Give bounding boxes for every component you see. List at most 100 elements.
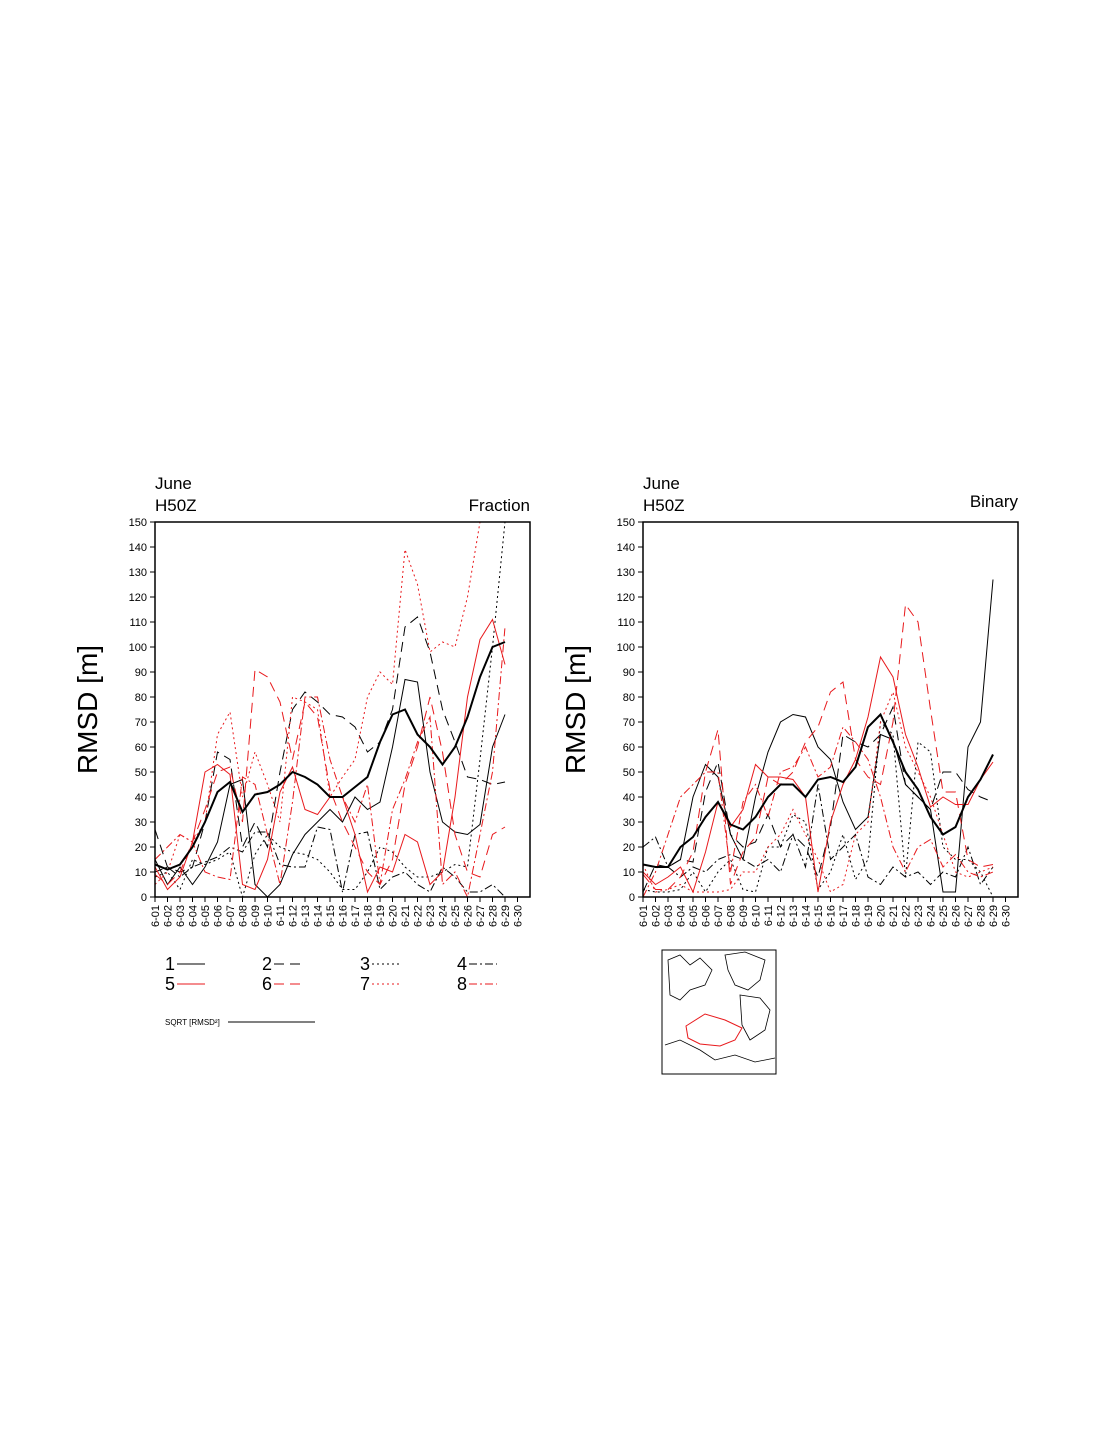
x-tick-label: 6-17 [838,905,850,927]
y-tick-label: 110 [129,617,147,629]
legend-label: SQRT [RMSD²] [165,1018,220,1027]
y-tick-label: 100 [129,642,147,654]
y-tick-label: 70 [135,717,147,729]
x-tick-label: 6-15 [325,905,337,927]
series-line [155,826,506,897]
series-line [155,522,481,885]
x-tick-label: 6-29 [988,905,1000,927]
x-tick-label: 6-07 [713,905,725,927]
x-tick-label: 6-20 [876,905,888,927]
series-line [643,705,994,893]
x-tick-label: 6-04 [188,905,200,927]
x-tick-label: 6-05 [200,905,212,927]
x-tick-label: 6-21 [400,905,412,927]
y-tick-label: 140 [129,542,147,554]
y-axis-label: RMSD [m] [72,645,103,774]
x-tick-label: 6-21 [888,905,900,927]
legend-label: 7 [360,974,370,994]
subtitle: H50Z [643,496,685,515]
x-tick-label: 6-28 [976,905,988,927]
y-tick-label: 30 [623,817,635,829]
y-tick-label: 60 [135,742,147,754]
x-tick-label: 6-19 [375,905,387,927]
y-tick-label: 20 [135,842,147,854]
series-line [155,678,506,897]
x-tick-label: 6-18 [363,905,375,927]
y-tick-label: 60 [623,742,635,754]
y-tick-label: 80 [135,692,147,704]
x-tick-label: 6-11 [763,905,775,926]
series-line [643,579,994,893]
plot-frame [642,521,1019,898]
y-tick-label: 150 [129,517,147,529]
y-tick-label: 0 [629,892,635,904]
series-line [643,784,994,886]
x-tick-label: 6-20 [388,905,400,927]
y-tick-label: 90 [623,667,635,679]
x-tick-label: 6-24 [926,905,938,927]
x-tick-label: 6-19 [863,905,875,927]
x-tick-label: 6-02 [651,905,663,927]
y-tick-label: 10 [135,867,147,879]
legend-label: 8 [457,974,467,994]
x-tick-label: 6-01 [150,905,162,927]
series-line [155,618,506,894]
series-line [643,725,994,897]
y-tick-label: 110 [617,617,635,629]
x-tick-label: 6-11 [275,905,287,926]
y-tick-label: 0 [141,892,147,904]
x-tick-label: 6-15 [813,905,825,927]
x-tick-label: 6-16 [826,905,838,927]
x-tick-label: 6-06 [213,905,225,927]
x-tick-label: 6-17 [350,905,362,927]
y-tick-label: 120 [129,592,147,604]
x-tick-label: 6-25 [938,905,950,927]
y-tick-label: 30 [135,817,147,829]
y-tick-label: 80 [623,692,635,704]
y-tick-label: 150 [617,517,635,529]
legend-label: 5 [165,974,175,994]
series-group [643,579,994,897]
series-line [155,641,506,871]
x-tick-label: 6-01 [638,905,650,927]
x-tick-label: 6-23 [913,905,925,927]
x-tick-label: 6-26 [951,905,963,927]
y-tick-label: 70 [623,717,635,729]
x-tick-label: 6-25 [450,905,462,927]
y-tick-label: 140 [617,542,635,554]
x-tick-label: 6-08 [726,905,738,927]
x-tick-label: 6-28 [488,905,500,927]
legend-label: 6 [262,974,272,994]
series-group [155,522,506,897]
x-tick-label: 6-03 [663,905,675,927]
y-tick-label: 50 [623,767,635,779]
y-tick-label: 120 [617,592,635,604]
title: June [643,474,680,493]
x-tick-label: 6-27 [963,905,975,927]
x-tick-label: 6-30 [513,905,525,927]
x-tick-label: 6-27 [475,905,487,927]
x-tick-label: 6-03 [175,905,187,927]
series-line [155,616,506,873]
x-tick-label: 6-16 [338,905,350,927]
x-tick-label: 6-13 [788,905,800,927]
x-tick-label: 6-13 [300,905,312,927]
x-tick-label: 6-05 [688,905,700,927]
x-tick-label: 6-14 [801,905,813,927]
y-tick-label: 40 [135,792,147,804]
x-tick-label: 6-22 [413,905,425,927]
x-tick-label: 6-10 [263,905,275,927]
x-tick-label: 6-30 [1001,905,1013,927]
y-tick-label: 40 [623,792,635,804]
y-tick-label: 50 [135,767,147,779]
y-tick-label: 100 [617,642,635,654]
subtitle: H50Z [155,496,197,515]
series-line [155,522,506,897]
y-axis-label: RMSD [m] [560,645,591,774]
series-line [155,626,506,897]
plot-frame [154,521,531,898]
x-tick-label: 6-14 [313,905,325,927]
series-line [643,720,994,897]
legend-label: 2 [262,954,272,974]
